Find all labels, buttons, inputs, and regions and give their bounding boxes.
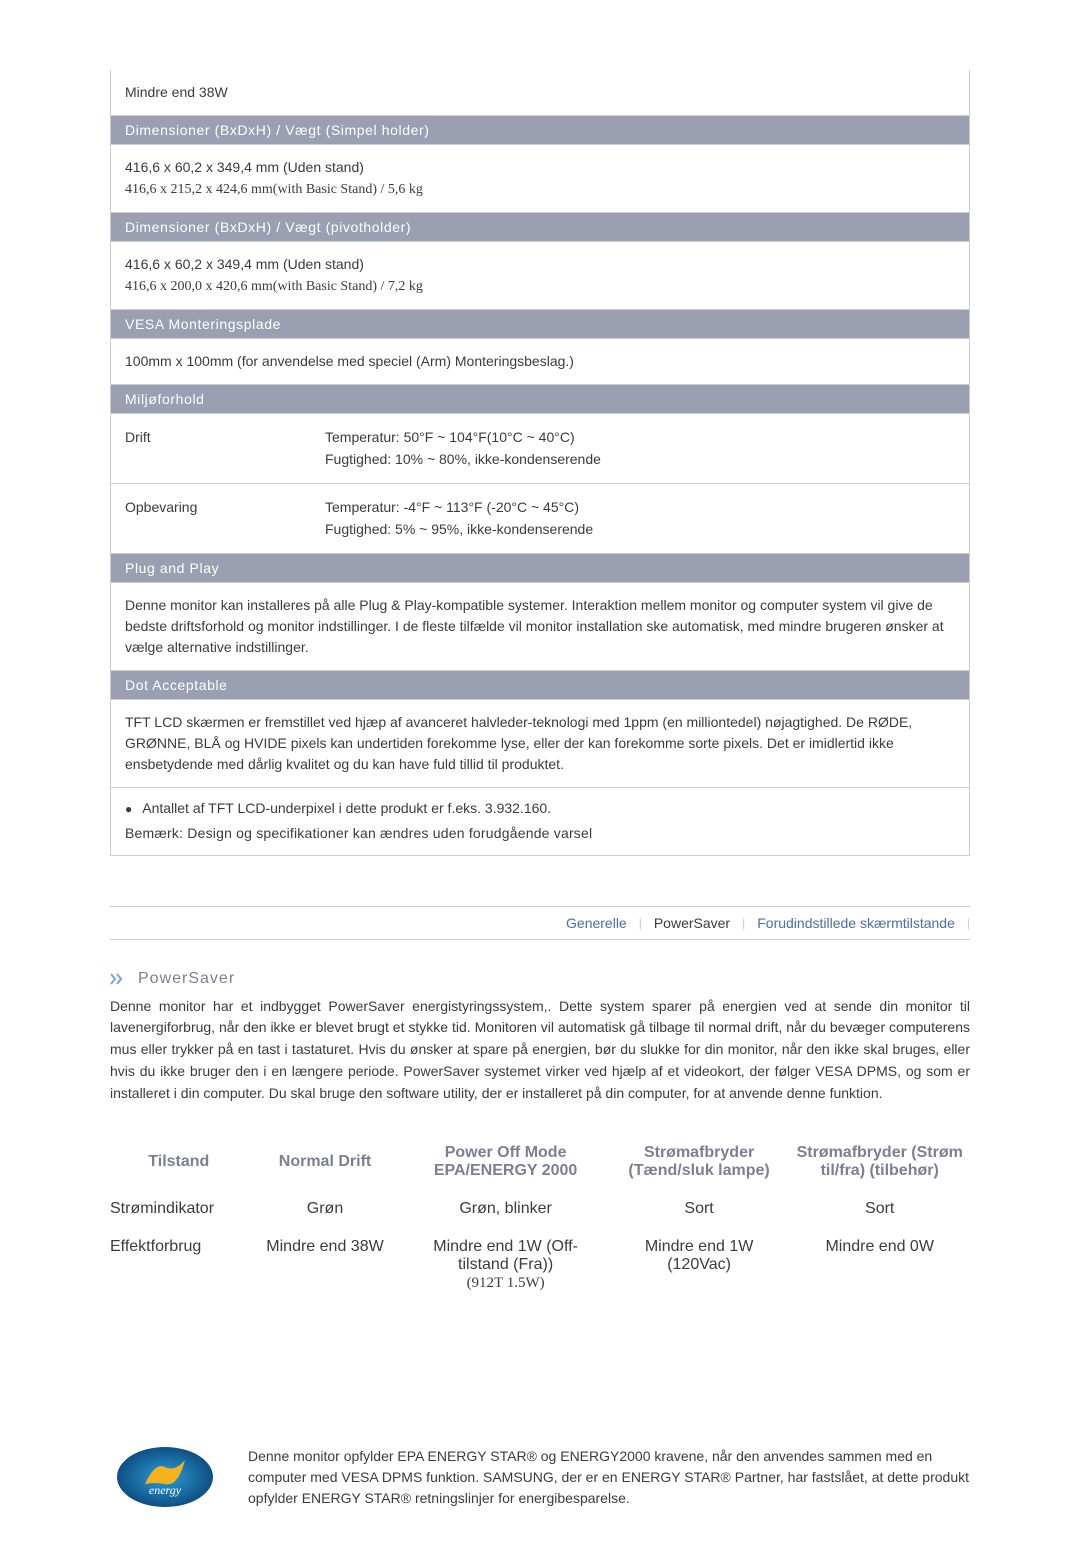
text: 416,6 x 60,2 x 349,4 mm (Uden stand): [125, 256, 364, 272]
section-heading: PowerSaver: [110, 970, 970, 988]
td: Sort: [789, 1190, 970, 1228]
td: Effektforbrug: [110, 1228, 248, 1302]
env-value: Temperatur: -4°F ~ 113°F (-20°C ~ 45°C) …: [325, 496, 955, 541]
env-value: Temperatur: 50°F ~ 104°F(10°C ~ 40°C) Fu…: [325, 426, 955, 471]
spec-header-vesa: VESA Monteringsplade: [111, 309, 969, 338]
table-header-row: Tilstand Normal Drift Power Off Mode EPA…: [110, 1134, 970, 1190]
td: Grøn: [248, 1190, 403, 1228]
text: Mindre end 1W (Off-tilstand (Fra)): [433, 1238, 578, 1273]
tab-preset-modes[interactable]: Forudindstillede skærmtilstande: [745, 915, 967, 931]
table-row: Strømindikator Grøn Grøn, blinker Sort S…: [110, 1190, 970, 1228]
spec-cell-power: Mindre end 38W: [111, 70, 969, 115]
text: 416,6 x 60,2 x 349,4 mm (Uden stand): [125, 159, 364, 175]
spec-table: Mindre end 38W Dimensioner (BxDxH) / Væg…: [110, 70, 970, 788]
tab-powersaver[interactable]: PowerSaver: [642, 915, 742, 931]
bullet-row: ● Antallet af TFT LCD-underpixel i dette…: [111, 792, 969, 823]
text: Temperatur: -4°F ~ 113°F (-20°C ~ 45°C): [325, 499, 579, 515]
energy-star-logo-icon: energy: [110, 1442, 220, 1512]
spec-cell-dot: TFT LCD skærmen er fremstillet ved hjæp …: [111, 699, 969, 788]
tabs-nav: Generelle | PowerSaver | Forudindstilled…: [110, 906, 970, 940]
text: Fugtighed: 5% ~ 95%, ikke-kondenserende: [325, 521, 593, 537]
td: Strømindikator: [110, 1190, 248, 1228]
heading-text: PowerSaver: [138, 970, 235, 988]
env-label: Opbevaring: [125, 496, 325, 541]
spec-header-dot: Dot Acceptable: [111, 670, 969, 699]
tab-generelle[interactable]: Generelle: [554, 915, 639, 931]
th-poweroff: Power Off Mode EPA/ENERGY 2000: [402, 1134, 608, 1190]
note-row: Bemærk: Design og specifikationer kan æn…: [111, 823, 969, 847]
th-switch-lamp: Strømafbryder (Tænd/sluk lampe): [609, 1134, 790, 1190]
text: 416,6 x 215,2 x 424,6 mm(with Basic Stan…: [125, 182, 423, 197]
spec-cell-env-drift: Drift Temperatur: 50°F ~ 104°F(10°C ~ 40…: [111, 413, 969, 483]
td: Grøn, blinker: [402, 1190, 608, 1228]
energy-star-row: energy Denne monitor opfylder EPA ENERGY…: [110, 1442, 970, 1512]
td: Mindre end 1W (Off-tilstand (Fra)) (912T…: [402, 1228, 608, 1302]
tab-separator-icon: |: [967, 916, 970, 930]
th-switch-acc: Strømafbryder (Strøm til/fra) (tilbehør): [789, 1134, 970, 1190]
spec-cell-dim-pivot: 416,6 x 60,2 x 349,4 mm (Uden stand) 416…: [111, 241, 969, 309]
spec-cell-vesa: 100mm x 100mm (for anvendelse med specie…: [111, 338, 969, 384]
td: Mindre end 1W (120Vac): [609, 1228, 790, 1302]
spec-header-dim-simple: Dimensioner (BxDxH) / Vægt (Simpel holde…: [111, 115, 969, 144]
td: Mindre end 0W: [789, 1228, 970, 1302]
td: Mindre end 38W: [248, 1228, 403, 1302]
arrows-icon: [110, 972, 128, 986]
spec-footer-block: ● Antallet af TFT LCD-underpixel i dette…: [110, 788, 970, 856]
spec-cell-pnp: Denne monitor kan installeres på alle Pl…: [111, 582, 969, 670]
energy-star-text: Denne monitor opfylder EPA ENERGY STAR® …: [248, 1446, 970, 1509]
text-sub: (912T 1.5W): [467, 1275, 545, 1291]
spec-header-env: Miljøforhold: [111, 384, 969, 413]
spec-header-pnp: Plug and Play: [111, 553, 969, 582]
text: 416,6 x 200,0 x 420,6 mm(with Basic Stan…: [125, 279, 423, 294]
text: Temperatur: 50°F ~ 104°F(10°C ~ 40°C): [325, 429, 575, 445]
spec-cell-dim-simple: 416,6 x 60,2 x 349,4 mm (Uden stand) 416…: [111, 144, 969, 212]
section-body-text: Denne monitor har et indbygget PowerSave…: [110, 996, 970, 1104]
bullet-icon: ●: [125, 800, 132, 819]
th-tilstand: Tilstand: [110, 1134, 248, 1190]
th-normal: Normal Drift: [248, 1134, 403, 1190]
text: Fugtighed: 10% ~ 80%, ikke-kondenserende: [325, 451, 601, 467]
powersaver-section: PowerSaver Denne monitor har et indbygge…: [110, 970, 970, 1104]
spec-cell-env-store: Opbevaring Temperatur: -4°F ~ 113°F (-20…: [111, 483, 969, 553]
bullet-text: Antallet af TFT LCD-underpixel i dette p…: [142, 800, 551, 816]
table-row: Effektforbrug Mindre end 38W Mindre end …: [110, 1228, 970, 1302]
svg-text:energy: energy: [149, 1483, 182, 1497]
env-label: Drift: [125, 426, 325, 471]
td: Sort: [609, 1190, 790, 1228]
spec-header-dim-pivot: Dimensioner (BxDxH) / Vægt (pivotholder): [111, 212, 969, 241]
powersaver-table: Tilstand Normal Drift Power Off Mode EPA…: [110, 1134, 970, 1302]
